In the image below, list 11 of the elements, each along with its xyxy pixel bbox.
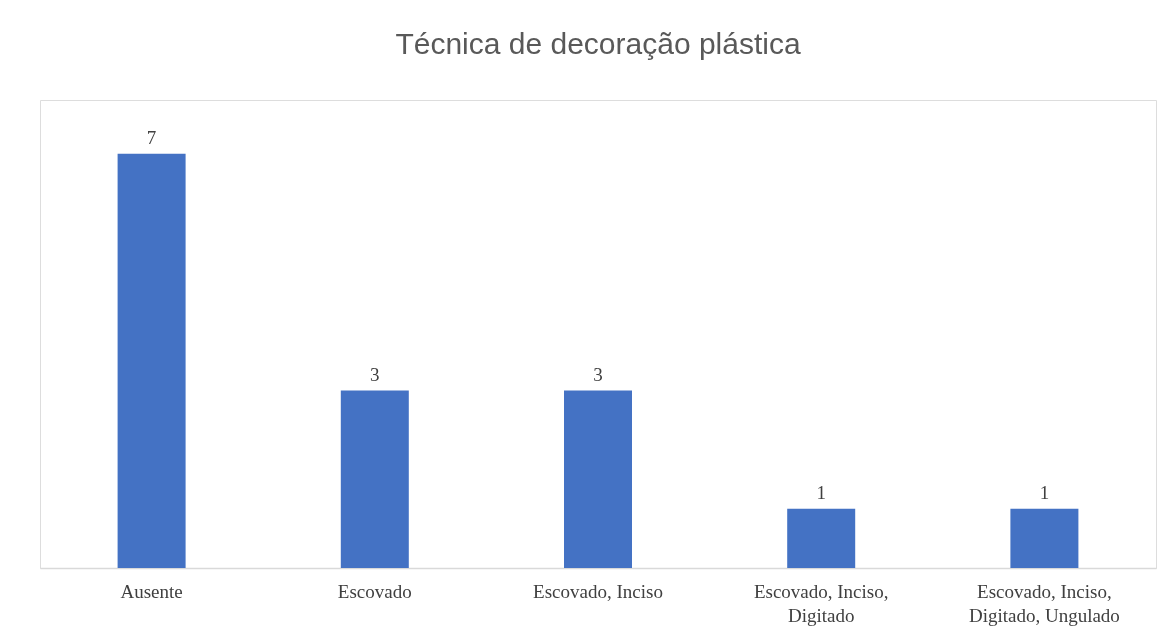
x-tick-label: Escovado xyxy=(337,580,412,602)
chart-title: Técnica de decoração plástica xyxy=(395,27,801,60)
x-tick-label: Escovado, Inciso, Digitado, Ungulado xyxy=(968,580,1120,626)
x-tick-label: Escovado, Inciso xyxy=(533,580,663,602)
data-label: 3 xyxy=(593,363,603,385)
data-label: 7 xyxy=(146,126,157,148)
data-label: 3 xyxy=(370,363,380,385)
data-label: 1 xyxy=(816,481,826,503)
x-tick-label: Escovado, Inciso, Digitado xyxy=(753,580,889,626)
x-tick-label: Ausente xyxy=(120,580,183,602)
data-label: 1 xyxy=(1039,481,1050,503)
